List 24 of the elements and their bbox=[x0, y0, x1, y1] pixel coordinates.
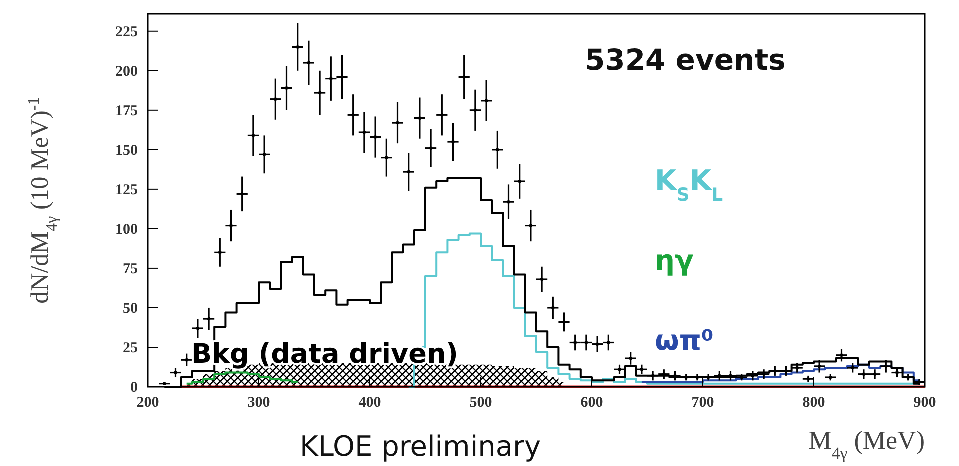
y-tick-label: 175 bbox=[116, 103, 138, 120]
y-tick-label: 150 bbox=[116, 142, 138, 159]
series-label: ωπ⁰ bbox=[655, 324, 714, 357]
x-tick-label: 700 bbox=[692, 395, 714, 411]
x-tick-label: 500 bbox=[470, 395, 492, 411]
x-tick-label: 400 bbox=[358, 395, 382, 411]
x-tick-label: 600 bbox=[580, 395, 604, 411]
y-tick-label: 0 bbox=[130, 380, 138, 396]
x-tick-label: 200 bbox=[136, 395, 160, 411]
y-tick-label: 100 bbox=[116, 222, 138, 238]
x-axis-title: M$_{4γ}$ (MeV) bbox=[808, 426, 925, 462]
annotation: 5324 events bbox=[585, 43, 786, 77]
y-tick-label: 25 bbox=[123, 340, 138, 356]
text: KLOE preliminary bbox=[300, 430, 542, 463]
x-tick-label: 900 bbox=[914, 395, 936, 411]
y-tick-label: 125 bbox=[116, 182, 138, 198]
x-tick-label: 300 bbox=[248, 395, 270, 411]
y-tick-label: 200 bbox=[116, 64, 138, 80]
x-tick-label: 800 bbox=[802, 395, 826, 411]
text: ηγ bbox=[655, 244, 694, 277]
y-tick-label: 50 bbox=[123, 300, 138, 317]
text: K$_{S}$K$_{L}$ bbox=[655, 164, 724, 206]
y-tick-label: 225 bbox=[116, 24, 138, 40]
y-tick-label: 75 bbox=[123, 261, 138, 278]
